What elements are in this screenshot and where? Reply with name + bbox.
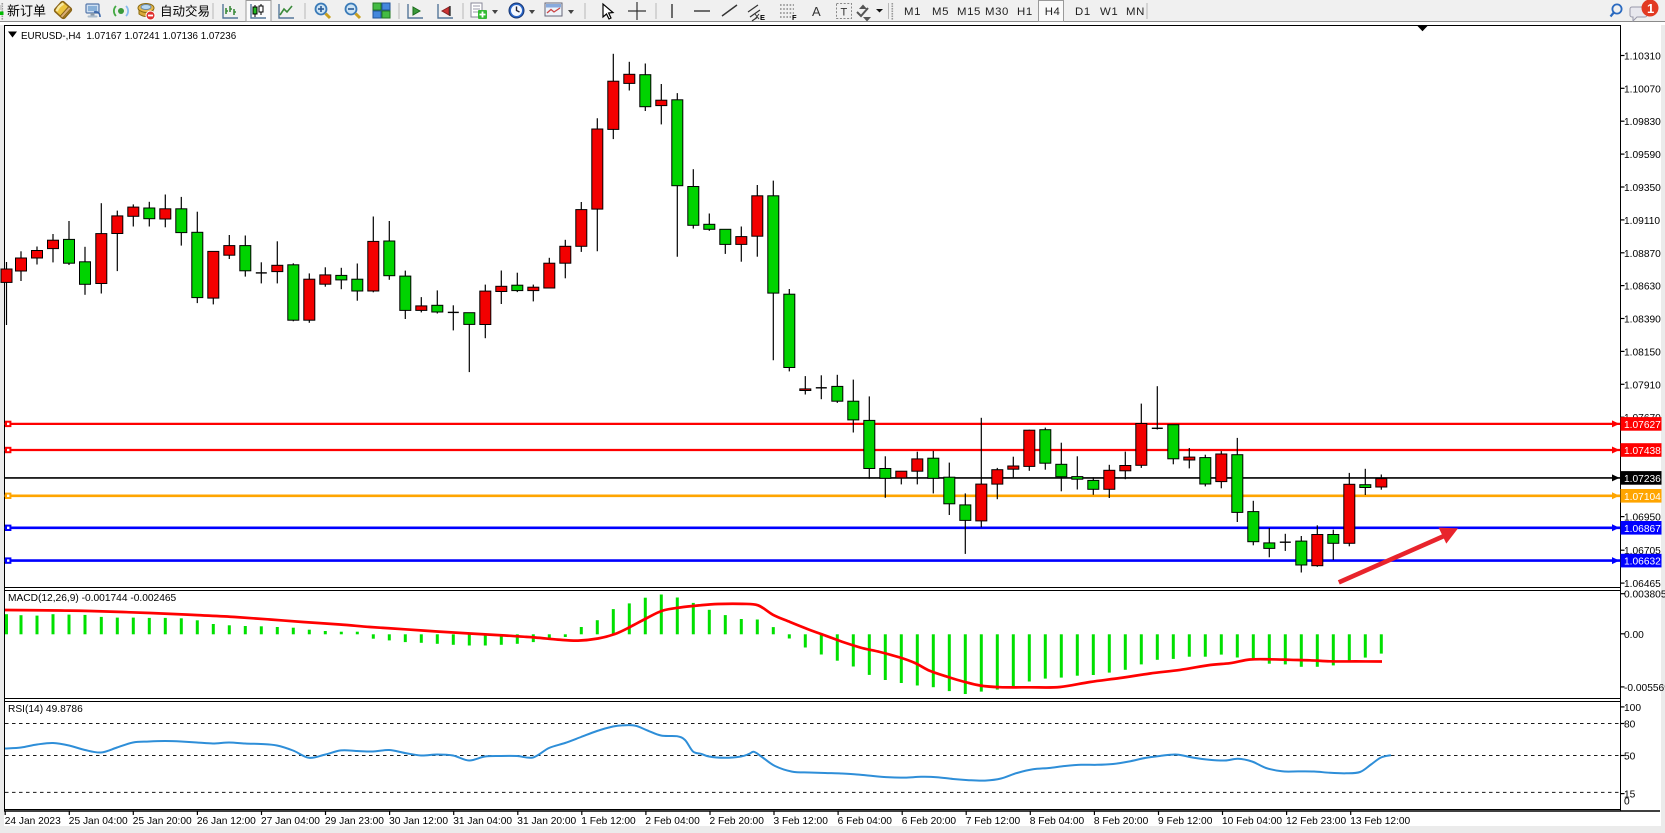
svg-text:1.06705: 1.06705 (1624, 546, 1661, 557)
svg-text:12 Feb 23:00: 12 Feb 23:00 (1286, 816, 1346, 827)
svg-text:0: 0 (1624, 796, 1630, 807)
svg-text:新订单: 新订单 (7, 4, 46, 19)
svg-text:0.00: 0.00 (1624, 630, 1644, 641)
svg-text:2 Feb 20:00: 2 Feb 20:00 (710, 816, 765, 827)
svg-text:1.08150: 1.08150 (1624, 347, 1661, 358)
svg-text:7 Feb 12:00: 7 Feb 12:00 (966, 816, 1021, 827)
svg-text:26 Jan 12:00: 26 Jan 12:00 (197, 816, 256, 827)
svg-text:3 Feb 12:00: 3 Feb 12:00 (774, 816, 829, 827)
svg-text:EURUSD-,H4 1.07167 1.07241 1.: EURUSD-,H4 1.07167 1.07241 1.07136 1.072… (21, 31, 237, 42)
svg-text:25 Jan 04:00: 25 Jan 04:00 (69, 816, 128, 827)
svg-text:1: 1 (1647, 1, 1654, 16)
svg-text:T: T (841, 7, 848, 19)
svg-text:27 Jan 04:00: 27 Jan 04:00 (261, 816, 320, 827)
svg-text:31 Jan 04:00: 31 Jan 04:00 (453, 816, 512, 827)
svg-text:6 Feb 20:00: 6 Feb 20:00 (902, 816, 957, 827)
svg-text:0.003805: 0.003805 (1624, 590, 1665, 601)
svg-text:2 Feb 04:00: 2 Feb 04:00 (645, 816, 700, 827)
svg-text:8 Feb 20:00: 8 Feb 20:00 (1094, 816, 1149, 827)
svg-text:1.07627: 1.07627 (1624, 420, 1661, 431)
svg-text:MACD(12,26,9) -0.001744 -0.002: MACD(12,26,9) -0.001744 -0.002465 (8, 593, 177, 604)
svg-text:1.09350: 1.09350 (1624, 183, 1661, 194)
svg-text:8 Feb 04:00: 8 Feb 04:00 (1030, 816, 1085, 827)
svg-text:30 Jan 12:00: 30 Jan 12:00 (389, 816, 448, 827)
svg-text:H4: H4 (1045, 6, 1061, 18)
svg-text:80: 80 (1624, 720, 1636, 731)
svg-text:M30: M30 (985, 6, 1009, 18)
svg-text:1.09110: 1.09110 (1624, 216, 1660, 227)
svg-text:1.09830: 1.09830 (1624, 117, 1661, 128)
svg-text:MN: MN (1126, 6, 1145, 18)
svg-text:1.08870: 1.08870 (1624, 249, 1661, 260)
svg-text:1.06465: 1.06465 (1624, 579, 1661, 590)
svg-text:24 Jan 2023: 24 Jan 2023 (5, 816, 61, 827)
svg-text:100: 100 (1624, 703, 1641, 714)
svg-text:1.10310: 1.10310 (1624, 52, 1661, 63)
svg-text:1.06867: 1.06867 (1624, 524, 1661, 535)
svg-text:1 Feb 12:00: 1 Feb 12:00 (581, 816, 636, 827)
svg-text:M1: M1 (904, 6, 921, 18)
svg-text:10 Feb 04:00: 10 Feb 04:00 (1222, 816, 1282, 827)
svg-text:1.06950: 1.06950 (1624, 513, 1661, 524)
svg-text:1.06632: 1.06632 (1624, 557, 1661, 568)
svg-text:50: 50 (1624, 752, 1636, 763)
svg-text:13 Feb 12:00: 13 Feb 12:00 (1350, 816, 1410, 827)
svg-text:M5: M5 (932, 6, 949, 18)
svg-text:31 Jan 20:00: 31 Jan 20:00 (517, 816, 576, 827)
svg-text:1.07236: 1.07236 (1624, 474, 1661, 485)
svg-text:9 Feb 12:00: 9 Feb 12:00 (1158, 816, 1213, 827)
svg-text:29 Jan 23:00: 29 Jan 23:00 (325, 816, 384, 827)
svg-text:H1: H1 (1017, 6, 1033, 18)
svg-text:A: A (812, 4, 821, 19)
svg-text:F: F (792, 13, 797, 22)
svg-text:1.07910: 1.07910 (1624, 380, 1661, 391)
svg-text:1.09590: 1.09590 (1624, 150, 1661, 161)
svg-text:RSI(14) 49.8786: RSI(14) 49.8786 (8, 704, 83, 715)
svg-text:M15: M15 (957, 6, 981, 18)
svg-text:自动交易: 自动交易 (160, 4, 210, 19)
svg-text:-0.005569: -0.005569 (1624, 683, 1665, 694)
svg-text:1.07438: 1.07438 (1624, 446, 1661, 457)
svg-text:1.07104: 1.07104 (1624, 492, 1661, 503)
svg-text:1.10070: 1.10070 (1624, 84, 1661, 95)
svg-text:25 Jan 20:00: 25 Jan 20:00 (133, 816, 192, 827)
svg-text:1.08390: 1.08390 (1624, 315, 1661, 326)
svg-text:1.08630: 1.08630 (1624, 282, 1661, 293)
svg-text:E: E (760, 13, 765, 22)
svg-text:W1: W1 (1100, 6, 1118, 18)
svg-text:D1: D1 (1075, 6, 1091, 18)
svg-text:15: 15 (1624, 790, 1636, 801)
svg-text:6 Feb 04:00: 6 Feb 04:00 (838, 816, 893, 827)
